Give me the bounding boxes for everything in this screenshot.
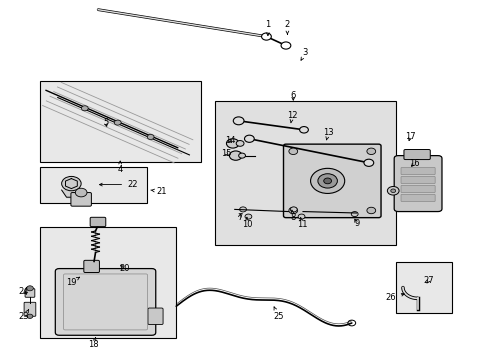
FancyBboxPatch shape bbox=[283, 144, 380, 218]
Text: 27: 27 bbox=[423, 276, 433, 285]
Text: 1: 1 bbox=[264, 19, 270, 36]
Circle shape bbox=[290, 207, 297, 212]
Bar bbox=[40, 167, 147, 203]
Text: 5: 5 bbox=[102, 118, 108, 127]
Text: 24: 24 bbox=[19, 287, 29, 296]
Bar bbox=[40, 226, 176, 338]
Circle shape bbox=[75, 188, 87, 197]
Circle shape bbox=[233, 117, 244, 125]
Bar bbox=[395, 262, 451, 313]
Circle shape bbox=[366, 207, 375, 214]
Text: 21: 21 bbox=[150, 187, 166, 196]
Circle shape bbox=[288, 148, 297, 154]
FancyBboxPatch shape bbox=[83, 260, 99, 273]
FancyBboxPatch shape bbox=[24, 302, 36, 316]
Circle shape bbox=[366, 148, 375, 154]
Text: 25: 25 bbox=[273, 307, 284, 321]
Text: 2: 2 bbox=[284, 19, 289, 34]
Circle shape bbox=[299, 127, 308, 133]
Bar bbox=[40, 81, 200, 162]
Circle shape bbox=[26, 286, 33, 291]
Circle shape bbox=[288, 207, 297, 214]
FancyBboxPatch shape bbox=[400, 194, 434, 202]
Text: 26: 26 bbox=[385, 293, 404, 302]
Text: 7: 7 bbox=[237, 213, 242, 222]
Text: 19: 19 bbox=[66, 277, 80, 287]
FancyBboxPatch shape bbox=[400, 176, 434, 184]
FancyBboxPatch shape bbox=[400, 167, 434, 175]
Text: 8: 8 bbox=[290, 210, 295, 222]
FancyBboxPatch shape bbox=[403, 149, 429, 159]
Text: 16: 16 bbox=[408, 159, 419, 168]
Circle shape bbox=[239, 207, 246, 212]
Text: 23: 23 bbox=[19, 310, 29, 321]
Circle shape bbox=[114, 120, 121, 125]
Bar bbox=[215, 101, 395, 244]
Circle shape bbox=[81, 106, 88, 111]
FancyBboxPatch shape bbox=[148, 308, 163, 324]
FancyBboxPatch shape bbox=[25, 289, 35, 297]
Circle shape bbox=[238, 153, 245, 158]
Circle shape bbox=[261, 33, 271, 40]
FancyBboxPatch shape bbox=[393, 156, 441, 212]
Text: 18: 18 bbox=[88, 338, 99, 350]
Circle shape bbox=[350, 212, 357, 217]
Text: 22: 22 bbox=[99, 180, 137, 189]
Circle shape bbox=[244, 135, 254, 142]
Circle shape bbox=[386, 186, 398, 195]
Text: 11: 11 bbox=[296, 217, 306, 229]
Circle shape bbox=[310, 168, 344, 193]
FancyBboxPatch shape bbox=[71, 193, 91, 206]
Circle shape bbox=[147, 134, 154, 139]
Circle shape bbox=[236, 140, 244, 146]
Text: 20: 20 bbox=[120, 265, 130, 274]
FancyBboxPatch shape bbox=[90, 217, 105, 226]
Text: 14: 14 bbox=[224, 136, 235, 145]
FancyBboxPatch shape bbox=[400, 185, 434, 193]
Circle shape bbox=[390, 189, 395, 193]
Text: 10: 10 bbox=[241, 217, 252, 229]
Circle shape bbox=[226, 139, 239, 148]
Circle shape bbox=[281, 42, 290, 49]
Circle shape bbox=[298, 214, 305, 219]
Text: 3: 3 bbox=[300, 48, 307, 60]
Circle shape bbox=[323, 178, 331, 184]
Text: 17: 17 bbox=[404, 132, 415, 141]
Circle shape bbox=[244, 214, 251, 219]
Circle shape bbox=[61, 176, 81, 191]
Text: 6: 6 bbox=[290, 91, 295, 100]
Circle shape bbox=[363, 159, 373, 166]
Text: 15: 15 bbox=[220, 149, 231, 158]
Text: 12: 12 bbox=[286, 111, 297, 123]
Circle shape bbox=[27, 314, 33, 319]
Circle shape bbox=[317, 174, 337, 188]
Text: 9: 9 bbox=[353, 219, 359, 228]
FancyBboxPatch shape bbox=[55, 269, 156, 335]
Text: 13: 13 bbox=[323, 128, 333, 140]
Text: 4: 4 bbox=[117, 161, 122, 174]
Circle shape bbox=[229, 151, 242, 160]
